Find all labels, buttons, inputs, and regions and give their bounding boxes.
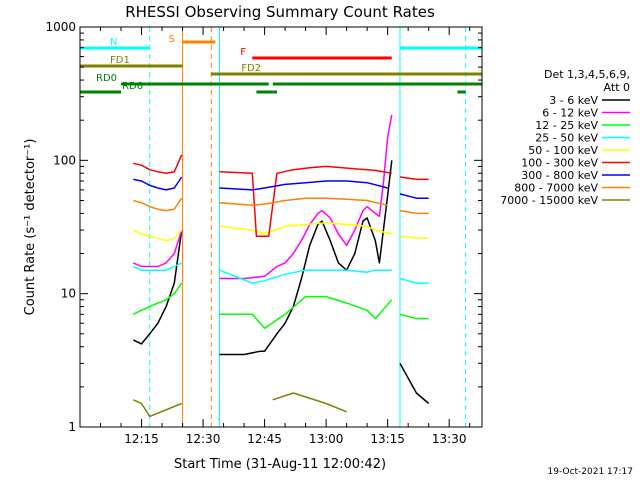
flag-label-f: F [240, 47, 246, 58]
x-tick-label-13-15: 13:15 [370, 432, 405, 446]
x-tick-label-12-45: 12:45 [247, 432, 282, 446]
series-line-7000-15000-kev [132, 392, 347, 418]
legend-label-6-12-kev: 6 - 12 keV [542, 107, 598, 120]
series-line-25-50-kev [132, 262, 429, 284]
y-tick-label-1000: 1000 [45, 20, 76, 34]
legend-label-50-100-kev: 50 - 100 keV [528, 144, 598, 157]
x-axis-label: Start Time (31-Aug-11 12:00:42) [174, 457, 386, 472]
series-line-50-100-kev [132, 222, 429, 242]
chart-title: RHESSI Observing Summary Count Rates [125, 3, 435, 21]
flag-label-s: S [169, 34, 175, 45]
flag-label-rd0: RD0 [96, 73, 117, 84]
flag-label-n: N [110, 37, 117, 48]
series-line-3-6-kev [132, 160, 430, 405]
flag-label-fd1: FD1 [110, 55, 130, 66]
series-line-12-25-kev [132, 282, 429, 330]
legend-header-line-1: Det 1,3,4,5,6,9, [544, 68, 630, 81]
y-tick-label-1: 1 [68, 420, 76, 434]
legend-label-100-300-kev: 100 - 300 keV [521, 157, 598, 170]
flag-label-rd6: RD6 [122, 81, 143, 92]
series-group [132, 114, 430, 418]
y-tick-label-100: 100 [53, 153, 76, 167]
x-tick-label-12-15: 12:15 [124, 432, 159, 446]
series-line-100-300-kev [133, 154, 429, 237]
plot-frame [79, 26, 483, 428]
y-axis-ticks: 1 10 100 1000 [45, 20, 482, 434]
legend-label-12-25-kev: 12 - 25 keV [535, 119, 598, 132]
legend-label-25-50-kev: 25 - 50 keV [535, 132, 598, 145]
flag-bar-group: N S F FD1 FD2 RD0 RD6 [80, 34, 482, 94]
x-axis-ticks: 12:15 12:30 12:45 13:00 13:15 13:30 [79, 27, 471, 446]
y-axis-label: Count Rate (s⁻¹ detector⁻¹) [23, 139, 38, 316]
legend-label-3-6-kev: 3 - 6 keV [549, 94, 598, 107]
legend-header-line-2: Att 0 [604, 81, 630, 94]
legend-label-300-800-kev: 300 - 800 keV [521, 169, 598, 182]
series-line-6-12-kev [132, 114, 393, 280]
generation-timestamp: 19-Oct-2021 17:17 [548, 467, 633, 477]
legend-label-7000-15000-kev: 7000 - 15000 keV [500, 194, 598, 207]
flag-label-fd2: FD2 [241, 63, 261, 74]
x-tick-label-12-30: 12:30 [186, 432, 221, 446]
series-line-800-7000-kev [133, 197, 429, 215]
series-line-300-800-kev [133, 176, 429, 199]
y-tick-label-10: 10 [61, 287, 76, 301]
x-tick-label-13-30: 13:30 [432, 432, 467, 446]
x-tick-label-13-00: 13:00 [309, 432, 344, 446]
legend-label-800-7000-kev: 800 - 7000 keV [514, 182, 598, 195]
